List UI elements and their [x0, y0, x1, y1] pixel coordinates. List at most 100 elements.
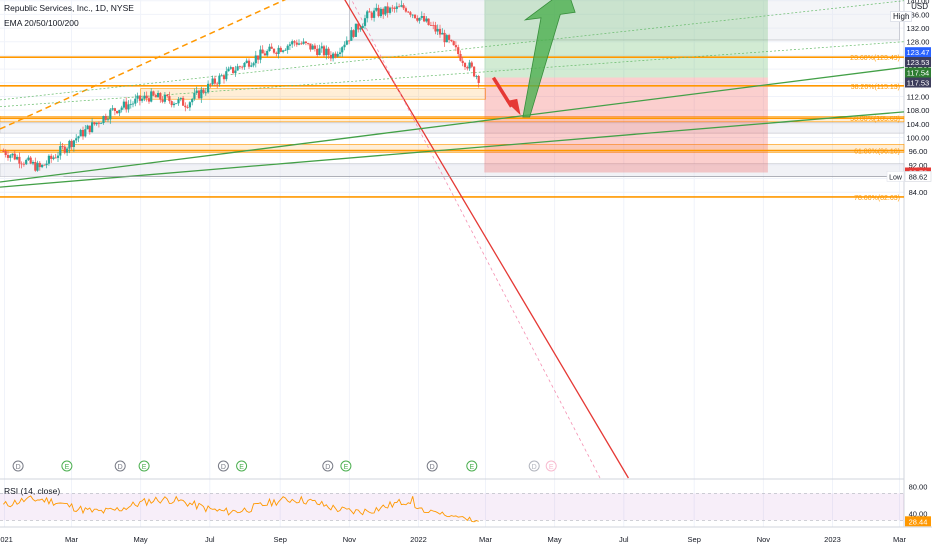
event-marker: D	[114, 460, 126, 472]
fib-label: 61.80%(96.16)	[854, 149, 900, 156]
candle-body	[22, 163, 25, 165]
candle-body	[386, 6, 389, 13]
candle-body	[211, 78, 214, 85]
candle-body	[423, 16, 426, 22]
price-tick: 100.00	[907, 134, 930, 143]
candle-body	[366, 11, 369, 19]
candle-body	[202, 89, 205, 93]
indicator-label[interactable]: EMA 20/50/100/200	[4, 18, 79, 28]
event-marker: E	[340, 460, 352, 472]
candle-body	[59, 146, 62, 156]
candle-body	[373, 10, 376, 18]
candle-body	[236, 66, 239, 71]
event-marker: E	[466, 460, 478, 472]
price-badge-text: 28.44	[909, 517, 928, 526]
event-marker-circle	[114, 460, 126, 472]
price-tick: 128.00	[907, 38, 930, 47]
candle-body	[170, 101, 173, 106]
candle-body	[441, 32, 444, 35]
candle-body	[66, 148, 69, 153]
candle-body	[116, 111, 119, 114]
candle-body	[145, 95, 148, 99]
event-marker: E	[61, 460, 73, 472]
low-tag-text: Low	[889, 174, 903, 181]
candle-body	[50, 155, 53, 159]
event-marker-circle	[528, 460, 540, 472]
price-badge: 28.44	[905, 516, 931, 527]
time-tick: Sep	[274, 535, 287, 544]
fib-band	[0, 144, 905, 153]
candle-body	[188, 102, 191, 108]
currency-label[interactable]: USD	[911, 2, 928, 11]
price-badge-text: 117.54	[907, 69, 929, 78]
event-marker: D	[322, 460, 334, 472]
candle-body	[361, 25, 364, 29]
candle-body	[379, 8, 382, 17]
candle-body	[436, 28, 439, 32]
candle-body	[420, 16, 423, 18]
down-arrow	[491, 76, 521, 116]
candle-body	[34, 162, 37, 171]
low-tag-box	[886, 171, 905, 182]
candle-body	[311, 45, 314, 50]
candle-body	[416, 18, 419, 21]
candle-body	[463, 63, 467, 68]
time-tick: Mar	[479, 535, 492, 544]
candle-body	[334, 53, 337, 57]
candle-body	[395, 6, 398, 9]
time-tick: Sep	[688, 535, 701, 544]
candle-body	[61, 146, 64, 147]
candle-body	[93, 122, 96, 125]
candle-body	[81, 130, 85, 137]
candle-body	[270, 46, 273, 49]
candle-body	[172, 103, 176, 106]
candle-body	[163, 94, 166, 102]
candle-body	[207, 83, 210, 93]
candle-body	[404, 8, 407, 12]
candle-body	[320, 46, 323, 49]
candle-body	[343, 44, 346, 48]
candle-body	[122, 101, 125, 108]
candle-body	[70, 140, 73, 147]
candle-body	[459, 54, 462, 61]
price-badge-box	[905, 67, 931, 78]
candle-body	[448, 35, 451, 40]
price-tick: 96.00	[909, 147, 928, 156]
candle-body	[13, 153, 16, 160]
candle-body	[11, 153, 14, 156]
candle-body	[16, 156, 19, 160]
candle-body	[95, 122, 98, 125]
price-badge: 117.53	[905, 77, 931, 88]
candle-body	[245, 60, 248, 63]
candle-body	[350, 30, 353, 41]
rsi-label[interactable]: RSI (14, close)	[4, 486, 61, 496]
candle-body	[425, 18, 428, 22]
candle-body	[418, 17, 421, 21]
candle-body	[470, 62, 473, 67]
candle-body	[113, 108, 116, 111]
candle-body	[195, 90, 198, 93]
support-band	[0, 163, 905, 177]
candle-body	[473, 66, 476, 77]
symbol-title[interactable]: Republic Services, Inc., 1D, NYSE	[4, 3, 134, 13]
time-tick: May	[548, 535, 562, 544]
candle-body	[477, 76, 480, 83]
price-tick: 140.00	[907, 0, 930, 6]
event-marker-label: E	[142, 464, 147, 471]
rsi-band	[0, 493, 904, 521]
candle-body	[72, 140, 75, 147]
down-arrow-head	[505, 98, 521, 116]
candle-body	[313, 45, 316, 49]
price-badge-text: 123.47	[907, 48, 930, 57]
support-trendline-upper	[0, 66, 905, 183]
candle-body	[452, 41, 455, 46]
candle-body	[461, 60, 464, 63]
candle-body	[18, 156, 21, 164]
candle-body	[454, 45, 457, 48]
candle-body	[213, 78, 216, 84]
rsi-tick: 40.00	[909, 510, 928, 519]
candle-body	[309, 43, 312, 50]
candle-body	[129, 104, 132, 105]
